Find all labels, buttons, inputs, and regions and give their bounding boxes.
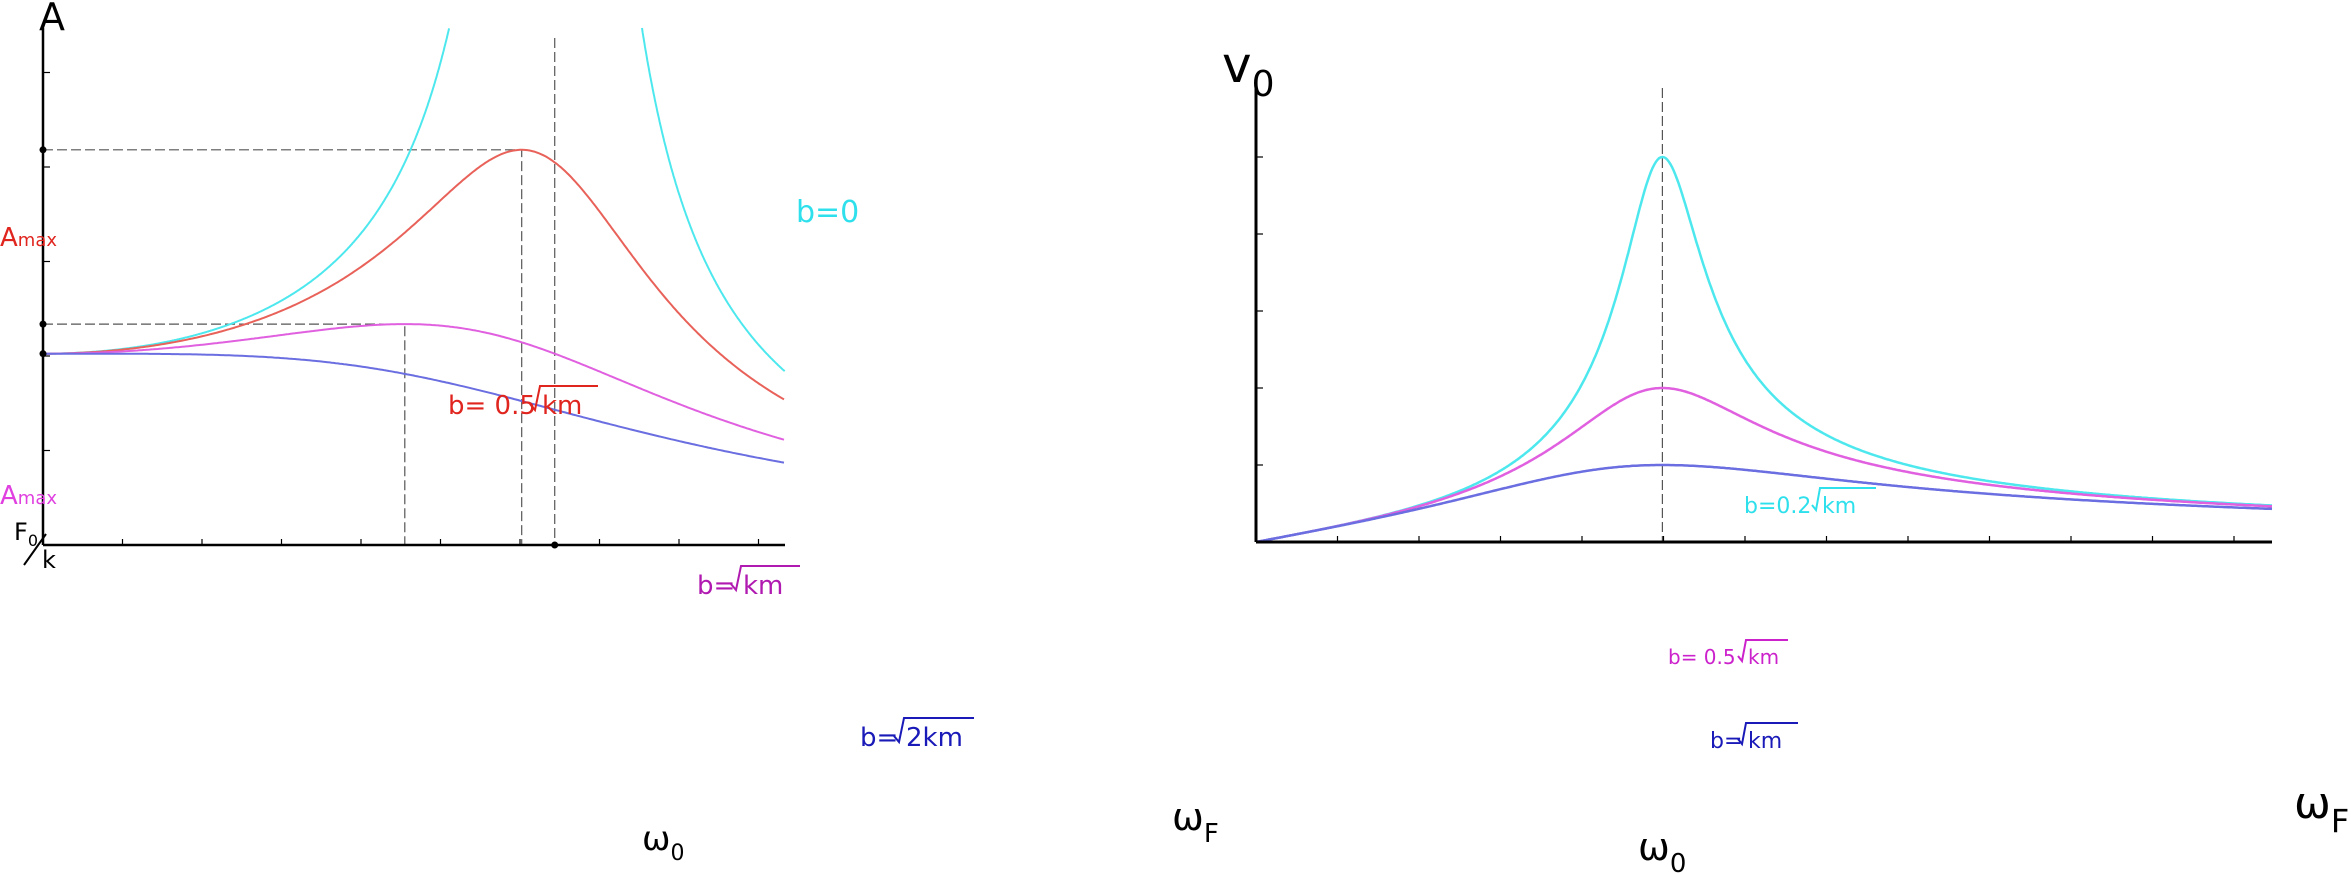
label-b-zero: b=0 [796,195,859,230]
svg-text:b=0.2: b=0.2 [1744,494,1811,519]
svg-text:km: km [743,571,783,601]
svg-text:2km: 2km [906,723,963,753]
static-marker [39,350,47,358]
peak-guide-1 [43,323,406,545]
svg-text:b=: b= [697,571,735,601]
omega0-marker [551,541,559,549]
svg-text:b= 0.5: b= 0.5 [448,391,536,421]
label-b-05: b= 0.5 km [1668,639,1788,669]
series-lines [1255,155,2273,544]
series-line-1 [43,148,785,401]
label-b-one: b= km [697,565,800,601]
y-tick-label-amax-magenta: Amax [0,481,57,511]
svg-text:km: km [542,391,582,421]
y-axis-label: v0 [1222,36,1275,105]
series-line-2 [1255,463,2273,544]
axes [1254,80,2272,544]
svg-text:k: k [42,546,56,574]
series-line-1 [1255,386,2272,544]
guide-lines [43,38,556,545]
x-axis-label: ωF [2294,778,2349,840]
x-tick-label-omega0: ω0 [1638,825,1686,874]
svg-text:b=: b= [1710,729,1742,754]
series-line-2 [43,323,785,441]
amplitude-chart: A ωF ω0 Amax Amax F0 k b=0 b= 0.5 km b= … [0,0,1219,866]
svg-text:F0: F0 [14,518,38,550]
series-line-3 [43,352,785,464]
series-line-0 [1255,155,2273,544]
svg-text:b=: b= [860,723,898,753]
y-axis-label: A [39,0,65,39]
velocity-chart: v0 ωF ω0 b=0.2 km b= 0.5 km b= km [1222,36,2349,874]
svg-text:km: km [1748,729,1782,754]
axes [39,28,785,549]
series-line-b0-branch-0 [43,28,451,355]
label-b-1: b= km [1710,722,1798,754]
x-axis-label: ωF [1172,795,1219,849]
x-tick-label-omega0: ω0 [642,819,684,866]
label-b-root2: b= 2km [860,717,974,753]
series-line-b0-branch-1 [641,27,786,372]
svg-text:km: km [1822,494,1856,519]
y-tick-label-static: F0 k [14,518,56,574]
label-b-half: b= 0.5 km [448,385,598,421]
svg-text:b= 0.5: b= 0.5 [1668,645,1736,669]
svg-text:km: km [1748,645,1779,669]
series-lines [43,27,786,464]
peak-guide-0 [43,149,523,545]
label-b-02: b=0.2 km [1744,487,1876,519]
y-tick-label-amax-red: Amax [0,223,57,253]
